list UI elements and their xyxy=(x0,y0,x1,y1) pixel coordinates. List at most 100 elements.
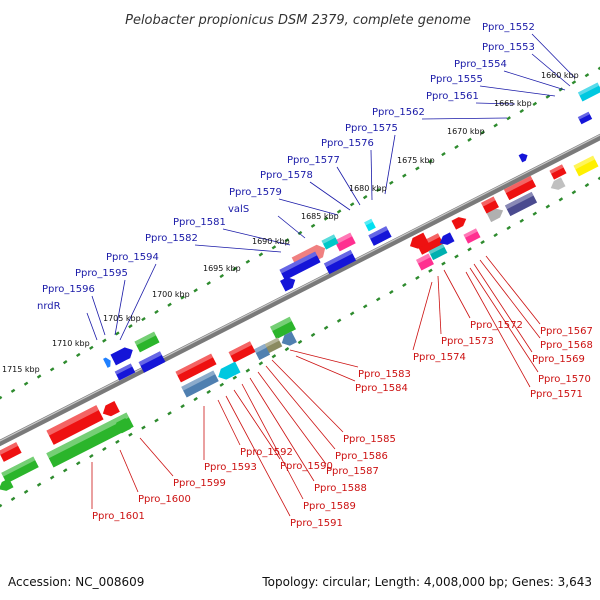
gene-label-reverse: Ppro_1589 xyxy=(303,501,356,512)
kbp-dot xyxy=(532,101,538,106)
kbp-dot xyxy=(454,254,459,259)
gene-blocks xyxy=(0,82,600,491)
gene-label-forward: Ppro_1578 xyxy=(260,170,313,181)
gene-reverse xyxy=(218,361,241,380)
kbp-dot xyxy=(349,311,355,316)
kbp-dot xyxy=(375,187,381,193)
gene-label-forward: Ppro_1579 xyxy=(229,187,282,198)
gene-reverse xyxy=(270,316,296,340)
kbp-dot xyxy=(441,151,446,157)
leader-reverse xyxy=(257,371,327,465)
gene-forward xyxy=(321,234,339,250)
gene-label-forward: Ppro_1577 xyxy=(287,155,340,166)
kbp-dot xyxy=(493,232,498,238)
label-leader-lines xyxy=(86,33,576,517)
kbp-dot xyxy=(336,318,342,323)
gene-forward xyxy=(334,232,356,252)
kbp-dot xyxy=(36,374,42,379)
gene-reverse xyxy=(481,196,499,214)
gene-label-reverse: Ppro_1587 xyxy=(326,466,379,477)
leader-reverse xyxy=(139,437,174,477)
gene-label-forward: Ppro_1552 xyxy=(482,22,535,33)
map-title: Pelobacter propionicus DSM 2379, complet… xyxy=(125,13,471,28)
kbp-dot xyxy=(154,418,159,423)
accession-text: Accession: NC_008609 xyxy=(8,575,144,589)
gene-label-reverse: Ppro_1593 xyxy=(204,462,257,473)
kbp-dot xyxy=(389,289,394,295)
kbp-label: 1670 kbp xyxy=(447,127,485,136)
gene-forward xyxy=(486,208,504,223)
kbp-dot xyxy=(519,108,525,114)
gene-reverse xyxy=(439,232,455,245)
kbp-dot xyxy=(349,202,355,207)
gene-forward xyxy=(279,251,321,281)
gene-label-forward: Ppro_1581 xyxy=(173,217,226,228)
kbp-dot xyxy=(141,425,146,430)
leader-reverse xyxy=(295,355,356,382)
leader-reverse xyxy=(412,281,433,351)
kbp-dot xyxy=(428,159,433,164)
kbp-dot xyxy=(597,66,600,71)
kbp-label: 1705 kbp xyxy=(103,314,141,323)
gene-label-reverse: Ppro_1568 xyxy=(540,340,593,351)
leader-forward xyxy=(421,117,508,120)
gene-label-forward: Ppro_1561 xyxy=(426,91,479,102)
kbp-dot xyxy=(402,173,407,178)
gene-forward xyxy=(518,153,528,163)
gene-reverse xyxy=(550,177,566,190)
kbp-dot xyxy=(115,331,120,336)
kbp-dot xyxy=(297,230,303,236)
gene-label-reverse: Ppro_1585 xyxy=(343,434,396,445)
gene-label-forward: Ppro_1596 xyxy=(42,284,95,295)
kbp-dot xyxy=(75,461,81,466)
gene-reverse xyxy=(0,478,14,491)
kbp-dot xyxy=(297,339,303,345)
kbp-label: 1660 kbp xyxy=(541,71,579,80)
kbp-dot xyxy=(493,123,498,128)
gene-label-reverse: Ppro_1591 xyxy=(290,518,343,529)
gene-label-reverse: Ppro_1569 xyxy=(532,354,585,365)
leader-reverse xyxy=(443,269,471,319)
gene-label-forward: Ppro_1554 xyxy=(454,59,507,70)
kbp-dot xyxy=(0,395,3,400)
kbp-dot xyxy=(193,396,198,402)
gene-forward xyxy=(364,218,376,232)
leader-forward xyxy=(309,181,351,211)
kbp-dot xyxy=(49,367,55,372)
gene-label-reverse: Ppro_1590 xyxy=(280,461,333,472)
kbp-dot xyxy=(62,360,68,365)
kbp-label: 1665 kbp xyxy=(494,99,532,108)
gene-forward xyxy=(504,191,538,217)
backbone-line xyxy=(0,133,600,447)
gene-label-forward: Ppro_1582 xyxy=(145,233,198,244)
kbp-dot xyxy=(10,496,16,501)
gene-reverse xyxy=(102,401,120,417)
gene-reverse xyxy=(253,343,271,361)
kbp-dot xyxy=(102,338,107,343)
gene-label-reverse: Ppro_1584 xyxy=(355,383,408,394)
leader-reverse xyxy=(217,399,241,446)
kbp-dot xyxy=(89,453,94,459)
gene-reverse xyxy=(416,253,434,271)
kbp-label: 1680 kbp xyxy=(349,184,387,193)
kbp-dot xyxy=(49,475,55,480)
gene-label-reverse: Ppro_1592 xyxy=(240,447,293,458)
leader-reverse xyxy=(437,275,442,335)
kbp-dot xyxy=(258,361,264,366)
kbp-dot xyxy=(219,273,225,279)
leader-reverse xyxy=(465,271,531,388)
kbp-dot xyxy=(310,332,316,337)
leader-reverse xyxy=(485,255,541,325)
kbp-label: 1685 kbp xyxy=(301,212,339,221)
kbp-dot xyxy=(506,225,511,231)
gene-label-forward: nrdR xyxy=(37,301,61,312)
gene-label-reverse: Ppro_1574 xyxy=(413,352,466,363)
gene-label-forward: Ppro_1576 xyxy=(321,138,374,149)
kbp-dot xyxy=(271,354,277,359)
leader-reverse xyxy=(265,365,336,450)
leader-forward xyxy=(531,33,576,79)
leader-forward xyxy=(370,149,373,201)
kbp-dot xyxy=(336,209,342,214)
gene-label-forward: valS xyxy=(228,204,249,215)
